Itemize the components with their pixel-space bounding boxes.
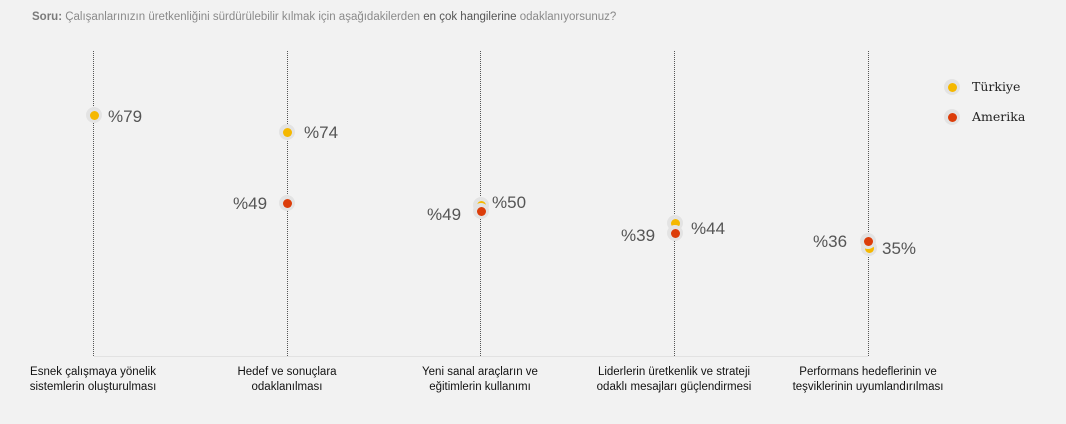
question-emphasis-2: hangilerine xyxy=(460,11,517,23)
turkiye-value-1: %79 xyxy=(108,107,143,126)
turkiye-value-5: 35% xyxy=(882,239,917,258)
category-label-1: Esnek çalışmaya yönelik sistemlerin oluş… xyxy=(29,366,157,393)
question-emphasis-1: en çok xyxy=(423,11,458,23)
category-label-5: Performans hedeflerinin ve teşviklerinin… xyxy=(792,366,944,393)
amerika-value-4: %39 xyxy=(621,226,656,245)
amerika-dot-5[interactable] xyxy=(860,233,876,249)
question-text: Soru: Çalışanlarınızın üretkenliğini sür… xyxy=(32,11,616,23)
turkiye-value-4: %44 xyxy=(691,219,726,238)
question-body: Çalışanlarınızın üretkenliğini sürdürüle… xyxy=(65,11,420,23)
category-label-2: Hedef ve sonuçlara odaklanılması xyxy=(237,366,337,393)
amerika-dot-4[interactable] xyxy=(667,225,683,241)
legend-turkiye-label: Türkiye xyxy=(972,79,1021,94)
amerika-value-2: %49 xyxy=(233,194,268,213)
category-label-4: Liderlerin üretkenlik ve strateji odaklı… xyxy=(596,366,752,393)
question-end: odaklanıyorsunuz? xyxy=(519,11,617,23)
legend-turkiye-dot-icon xyxy=(944,79,960,95)
legend-amerika-label: Amerika xyxy=(972,109,1026,124)
question-label: Soru: xyxy=(32,11,63,23)
category-axis-line-5 xyxy=(868,51,869,356)
turkiye-dot-2[interactable] xyxy=(279,124,295,140)
turkiye-value-2: %74 xyxy=(304,123,339,142)
x-baseline xyxy=(94,356,868,357)
amerika-dot-3[interactable] xyxy=(473,203,489,219)
category-axis-line-4 xyxy=(674,51,675,356)
turkiye-value-3: %50 xyxy=(492,193,527,212)
legend-amerika-dot-icon xyxy=(944,109,960,125)
amerika-dot-2[interactable] xyxy=(279,195,295,211)
category-label-3: Yeni sanal araçların ve eğitimlerin kull… xyxy=(422,366,538,393)
turkiye-dot-1[interactable] xyxy=(86,107,102,123)
category-axis-line-1 xyxy=(93,51,94,356)
amerika-value-3: %49 xyxy=(427,205,462,224)
amerika-value-5: %36 xyxy=(813,232,848,251)
